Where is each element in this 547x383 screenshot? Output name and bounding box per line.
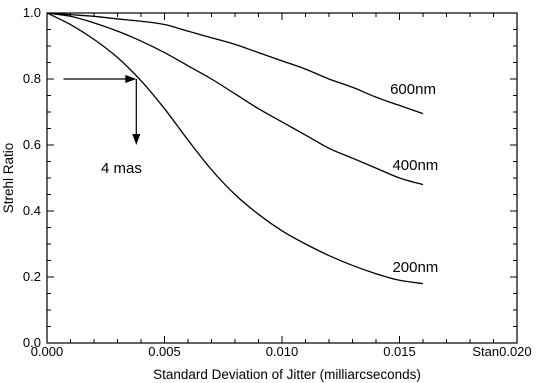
x-tick-label: 0.005	[148, 344, 181, 359]
x-tick-label: 0.015	[383, 344, 416, 359]
y-axis-ticks: 0.0 0.2 0.4 0.6 0.8 1.0	[23, 5, 517, 350]
x-axis-ticks: 0.000 0.005 0.010 0.015 Stan0.020	[31, 13, 532, 359]
series-label-400nm: 400nm	[392, 157, 438, 174]
y-axis-title: Strehl Ratio	[1, 143, 16, 214]
plot-frame	[46, 12, 518, 344]
jitter-annotation: 4 mas	[63, 75, 142, 177]
series-line-200nm	[46, 12, 424, 285]
x-axis-title: Standard Deviation of Jitter (milliarcse…	[153, 367, 421, 382]
x-tick-label: 0.010	[266, 344, 299, 359]
annotation-horizontal-arrowhead	[125, 75, 137, 83]
y-tick-label: 0.6	[23, 137, 41, 152]
y-tick-label: 0.4	[23, 203, 41, 218]
y-tick-label: 0.0	[23, 335, 41, 350]
annotation-label: 4 mas	[101, 160, 142, 177]
series-label-200nm: 200nm	[392, 259, 438, 276]
series-lines	[46, 12, 424, 285]
series-line-400nm	[46, 12, 424, 186]
y-tick-label: 0.2	[23, 269, 41, 284]
x-tick-label: 0.000	[31, 344, 64, 359]
y-tick-label: 0.8	[23, 71, 41, 86]
plot-frame-group	[46, 12, 518, 344]
x-tick-label: Stan0.020	[472, 344, 531, 359]
series-label-600nm: 600nm	[390, 81, 436, 98]
series-labels: 600nm 400nm 200nm	[390, 81, 438, 276]
series-line-600nm	[46, 12, 424, 115]
annotation-vertical-arrowhead	[132, 134, 141, 145]
y-tick-label: 1.0	[23, 5, 41, 20]
